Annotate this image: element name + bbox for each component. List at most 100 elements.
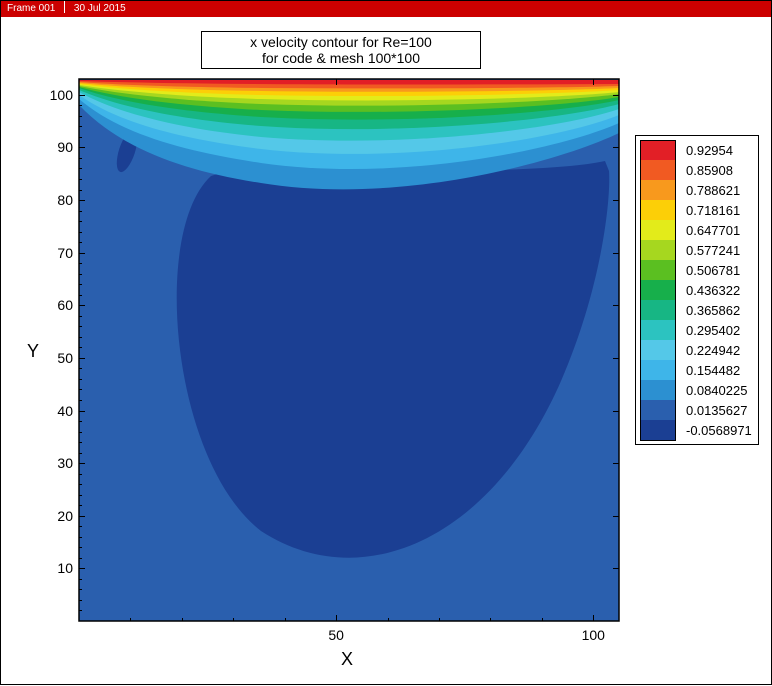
y-minor-tick [79,232,82,233]
legend-swatch [640,240,676,260]
y-minor-tick [79,316,82,317]
y-minor-tick [79,495,82,496]
y-minor-tick [79,190,82,191]
y-minor-tick [79,505,82,506]
legend-swatch [640,220,676,240]
y-tick-label: 10 [43,560,73,576]
y-tick [613,568,619,569]
legend-value: 0.224942 [676,343,740,358]
legend-value: 0.436322 [676,283,740,298]
y-minor-tick [79,221,82,222]
y-tick [613,463,619,464]
legend-swatch [640,160,676,180]
legend-swatch [640,280,676,300]
y-minor-tick [79,526,82,527]
legend-row: 0.436322 [640,280,752,300]
legend-row: 0.577241 [640,240,752,260]
y-tick [79,200,85,201]
y-minor-tick [79,116,82,117]
legend-row: -0.0568971 [640,420,752,440]
legend-swatch [640,380,676,400]
legend-row: 0.718161 [640,200,752,220]
y-tick [613,305,619,306]
legend-row: 0.506781 [640,260,752,280]
y-tick [79,358,85,359]
y-tick [79,516,85,517]
legend-value: 0.0135627 [676,403,747,418]
legend-row: 0.0135627 [640,400,752,420]
x-axis-label: X [341,649,353,670]
legend-row: 0.85908 [640,160,752,180]
x-tick-label: 100 [573,627,613,643]
y-minor-tick [79,610,82,611]
y-tick-label: 100 [43,87,73,103]
legend-swatch [640,180,676,200]
legend-value: 0.718161 [676,203,740,218]
y-tick [613,411,619,412]
legend-row: 0.647701 [640,220,752,240]
y-minor-tick [79,558,82,559]
x-minor-tick [388,618,389,621]
legend-value: 0.85908 [676,163,733,178]
y-tick [613,95,619,96]
y-tick [613,358,619,359]
y-minor-tick [79,400,82,401]
y-tick [79,253,85,254]
legend-row: 0.365862 [640,300,752,320]
x-minor-tick [542,618,543,621]
y-minor-tick [79,379,82,380]
x-minor-tick [130,618,131,621]
y-minor-tick [79,274,82,275]
y-minor-tick [79,242,82,243]
y-minor-tick [79,179,82,180]
y-axis-label: Y [27,341,39,362]
y-tick [79,95,85,96]
legend-swatch [640,400,676,420]
y-tick [79,305,85,306]
x-minor-tick [285,618,286,621]
y-minor-tick [79,158,82,159]
x-tick [593,615,594,621]
y-minor-tick [79,105,82,106]
y-tick [79,568,85,569]
x-tick [336,615,337,621]
y-tick [79,411,85,412]
y-minor-tick [79,263,82,264]
x-minor-tick [233,618,234,621]
y-minor-tick [79,326,82,327]
y-minor-tick [79,421,82,422]
y-minor-tick [79,337,82,338]
legend-value: 0.154482 [676,363,740,378]
legend-value: 0.365862 [676,303,740,318]
y-minor-tick [79,432,82,433]
y-minor-tick [79,453,82,454]
legend-swatch [640,420,676,441]
legend-value: 0.92954 [676,143,733,158]
legend-value: -0.0568971 [676,423,752,438]
legend-row: 0.295402 [640,320,752,340]
x-minor-tick [490,618,491,621]
color-legend: 0.929540.859080.7886210.7181610.6477010.… [635,135,759,445]
y-minor-tick [79,137,82,138]
y-minor-tick [79,537,82,538]
legend-swatch [640,360,676,380]
y-tick [613,516,619,517]
legend-swatch [640,140,676,161]
legend-swatch [640,300,676,320]
y-tick-label: 90 [43,139,73,155]
legend-value: 0.647701 [676,223,740,238]
y-tick-label: 20 [43,508,73,524]
y-minor-tick [79,389,82,390]
legend-swatch [640,340,676,360]
legend-value: 0.577241 [676,243,740,258]
y-tick [613,253,619,254]
y-minor-tick [79,579,82,580]
legend-swatch [640,260,676,280]
y-minor-tick [79,484,82,485]
legend-swatch [640,320,676,340]
x-tick-label: 50 [316,627,356,643]
legend-row: 0.0840225 [640,380,752,400]
y-tick-label: 80 [43,192,73,208]
y-minor-tick [79,547,82,548]
legend-value: 0.0840225 [676,383,747,398]
